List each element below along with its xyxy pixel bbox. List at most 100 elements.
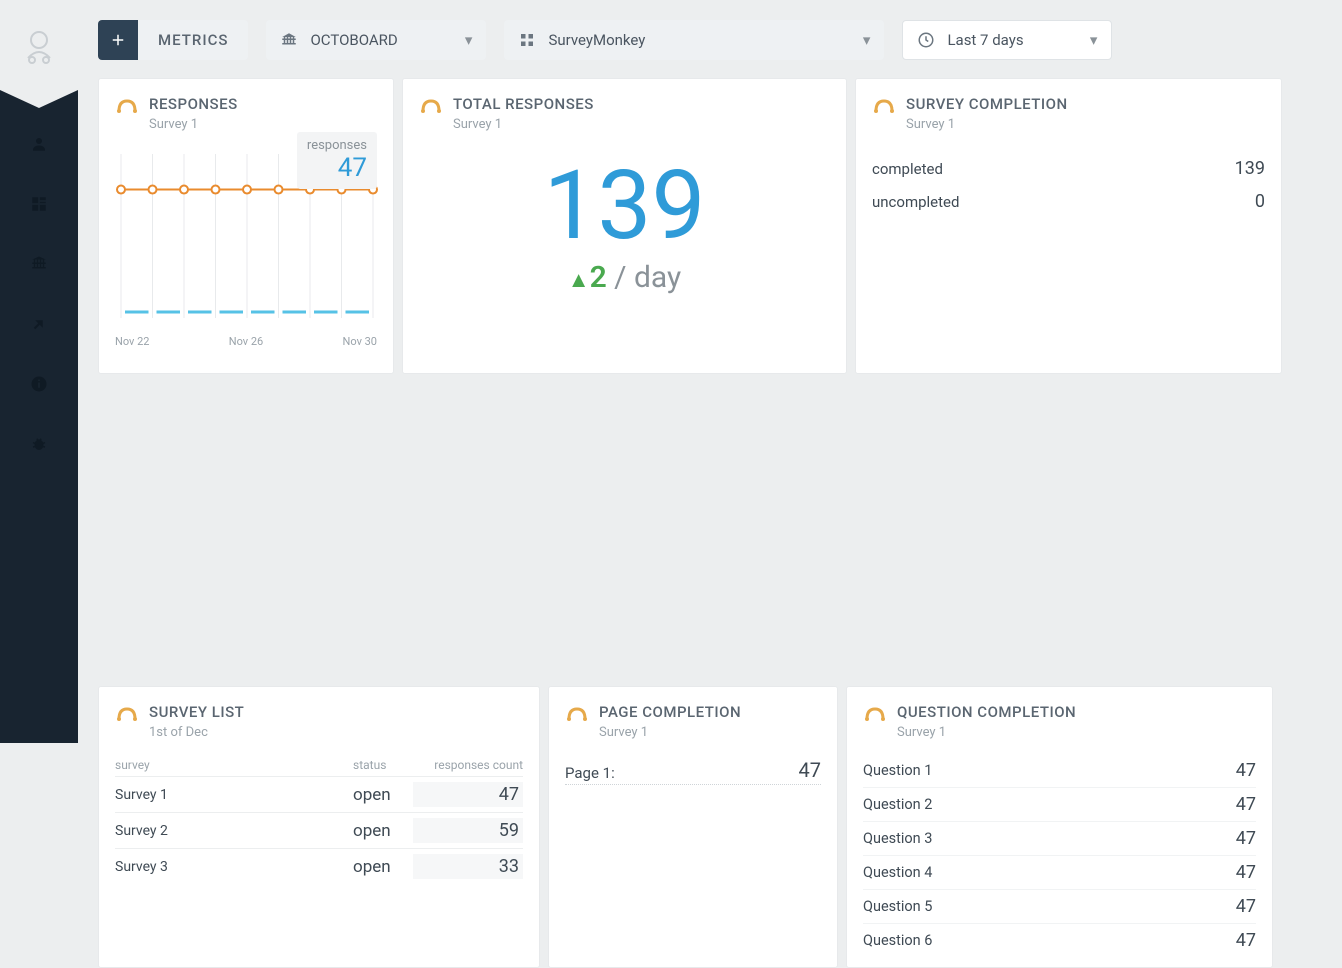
ql-row: Question 1 47 bbox=[863, 754, 1256, 787]
col-count: responses count bbox=[413, 758, 523, 772]
kv-label: completed bbox=[872, 160, 943, 178]
sidebar-item-account[interactable] bbox=[0, 130, 78, 158]
ql-value: 47 bbox=[1236, 896, 1256, 917]
source-dropdown[interactable]: SurveyMonkey ▾ bbox=[504, 20, 884, 60]
surveymonkey-icon bbox=[872, 97, 896, 113]
sidebar-item-integrations[interactable] bbox=[0, 310, 78, 338]
cell-survey: Survey 1 bbox=[115, 787, 353, 803]
ql-row: Question 2 47 bbox=[863, 787, 1256, 821]
card-subtitle: Survey 1 bbox=[897, 725, 1076, 740]
col-survey: survey bbox=[115, 758, 353, 772]
card-subtitle: Survey 1 bbox=[599, 725, 741, 740]
plus-icon bbox=[98, 20, 138, 60]
survey-completion-card: SURVEY COMPLETION Survey 1 completed 139 u… bbox=[855, 78, 1282, 374]
clock-icon bbox=[917, 31, 935, 49]
card-title: RESPONSES bbox=[149, 95, 238, 113]
kv-value: 139 bbox=[1235, 158, 1265, 179]
main: METRICS OCTOBOARD ▾ SurveyMonkey ▾ Last … bbox=[78, 0, 1342, 743]
grid-icon bbox=[518, 31, 536, 49]
unit-label: / day bbox=[614, 260, 681, 295]
sidebar-item-dashboards[interactable] bbox=[0, 190, 78, 218]
x-label: Nov 30 bbox=[343, 335, 377, 348]
surveymonkey-icon bbox=[115, 97, 139, 113]
card-subtitle: Survey 1 bbox=[453, 117, 594, 132]
logo bbox=[0, 0, 78, 90]
pc-row: Page 1: 47 bbox=[565, 758, 821, 785]
col-status: status bbox=[353, 758, 413, 772]
total-responses-card: TOTAL RESPONSES Survey 1 139 ▲2 / day bbox=[402, 78, 847, 374]
workspace-dropdown[interactable]: OCTOBOARD ▾ bbox=[266, 20, 486, 60]
card-title: PAGE COMPLETION bbox=[599, 703, 741, 721]
surveymonkey-icon bbox=[863, 705, 887, 721]
cell-status: open bbox=[353, 821, 413, 841]
ql-row: Question 6 47 bbox=[863, 923, 1256, 957]
kv-row: uncompleted 0 bbox=[872, 185, 1265, 218]
responses-chart: responses 47 bbox=[115, 138, 377, 333]
ql-value: 47 bbox=[1236, 862, 1256, 883]
kv-value: 0 bbox=[1255, 191, 1265, 212]
card-subtitle: Survey 1 bbox=[149, 117, 238, 132]
card-title: TOTAL RESPONSES bbox=[453, 95, 594, 113]
table-row: Survey 2open59 bbox=[115, 812, 523, 848]
sidebar-item-debug[interactable] bbox=[0, 430, 78, 458]
sidebar-item-org[interactable] bbox=[0, 250, 78, 278]
card-subtitle: 1st of Dec bbox=[149, 725, 244, 740]
kv-label: uncompleted bbox=[872, 193, 959, 211]
card-subtitle: Survey 1 bbox=[906, 117, 1068, 132]
pc-label: Page 1: bbox=[565, 764, 615, 782]
card-title: SURVEY COMPLETION bbox=[906, 95, 1068, 113]
ql-label: Question 5 bbox=[863, 898, 932, 915]
ql-row: Question 5 47 bbox=[863, 889, 1256, 923]
x-label: Nov 26 bbox=[229, 335, 263, 348]
sidebar-item-info[interactable] bbox=[0, 370, 78, 398]
ql-value: 47 bbox=[1236, 828, 1256, 849]
cell-survey: Survey 2 bbox=[115, 823, 353, 839]
ql-row: Question 4 47 bbox=[863, 855, 1256, 889]
trend-up-icon: ▲ bbox=[568, 268, 590, 293]
chart-tooltip: responses 47 bbox=[297, 132, 377, 189]
daterange-label: Last 7 days bbox=[947, 31, 1077, 49]
metrics-button[interactable]: METRICS bbox=[98, 20, 248, 60]
card-title: SURVEY LIST bbox=[149, 703, 244, 721]
page-completion-card: PAGE COMPLETION Survey 1 Page 1: 47 bbox=[548, 686, 838, 968]
metrics-label: METRICS bbox=[138, 31, 248, 49]
table-row: Survey 3open33 bbox=[115, 848, 523, 884]
source-label: SurveyMonkey bbox=[548, 31, 850, 49]
delta-value: 2 bbox=[590, 260, 607, 295]
surveymonkey-icon bbox=[419, 97, 443, 113]
ql-value: 47 bbox=[1236, 760, 1256, 781]
cell-count: 33 bbox=[413, 854, 523, 879]
cell-count: 59 bbox=[413, 818, 523, 843]
table-row: Survey 1open47 bbox=[115, 776, 523, 812]
tooltip-label: responses bbox=[307, 138, 367, 153]
pc-value: 47 bbox=[799, 758, 821, 782]
total-value: 139 bbox=[419, 158, 830, 254]
card-title: QUESTION COMPLETION bbox=[897, 703, 1076, 721]
ql-label: Question 2 bbox=[863, 796, 932, 813]
responses-card: RESPONSES Survey 1 responses 47 Nov 22 N… bbox=[98, 78, 394, 374]
workspace-label: OCTOBOARD bbox=[310, 31, 452, 49]
question-completion-card: QUESTION COMPLETION Survey 1 Question 1 4… bbox=[846, 686, 1273, 968]
card-grid-row2: SURVEY LIST 1st of Dec survey status res… bbox=[98, 686, 1322, 968]
chevron-down-icon: ▾ bbox=[1090, 31, 1098, 49]
surveymonkey-icon bbox=[565, 705, 589, 721]
daterange-dropdown[interactable]: Last 7 days ▾ bbox=[902, 20, 1112, 60]
ql-row: Question 3 47 bbox=[863, 821, 1256, 855]
ql-value: 47 bbox=[1236, 794, 1256, 815]
chevron-down-icon: ▾ bbox=[465, 31, 473, 49]
tooltip-value: 47 bbox=[307, 153, 367, 183]
bank-icon bbox=[280, 31, 298, 49]
ql-value: 47 bbox=[1236, 930, 1256, 951]
ql-label: Question 1 bbox=[863, 762, 932, 779]
cell-survey: Survey 3 bbox=[115, 859, 353, 875]
cell-count: 47 bbox=[413, 782, 523, 807]
sidebar bbox=[0, 0, 78, 743]
ql-label: Question 4 bbox=[863, 864, 932, 881]
card-grid-row1: RESPONSES Survey 1 responses 47 Nov 22 N… bbox=[98, 78, 1322, 678]
kv-row: completed 139 bbox=[872, 152, 1265, 185]
ql-label: Question 3 bbox=[863, 830, 932, 847]
cell-status: open bbox=[353, 857, 413, 877]
toolbar: METRICS OCTOBOARD ▾ SurveyMonkey ▾ Last … bbox=[98, 20, 1322, 60]
ql-label: Question 6 bbox=[863, 932, 932, 949]
surveymonkey-icon bbox=[115, 705, 139, 721]
